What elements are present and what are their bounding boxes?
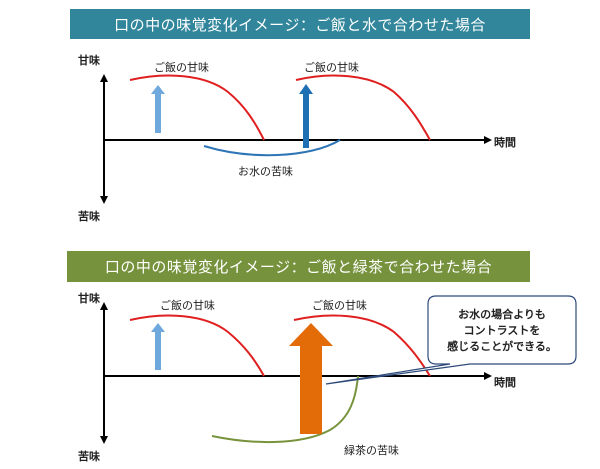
label-bitter-axis: 苦味 <box>78 209 100 223</box>
label-bitter-axis-2: 苦味 <box>78 449 100 463</box>
sweet-curve-3 <box>129 314 265 377</box>
label-sweet-2: ご飯の甘味 <box>304 60 359 74</box>
sweet-arrow-light <box>151 85 165 133</box>
bitter-curve-tea <box>211 375 359 444</box>
label-bitter-water: お水の苦味 <box>238 165 293 178</box>
label-sweet-axis-2: 甘味 <box>78 291 100 305</box>
sweet-curve-1 <box>129 74 265 141</box>
panel-water: 甘味 苦味 時間 ご飯の甘味 ご飯の甘味 お水の苦味 <box>78 53 516 223</box>
banner-water: 口の中の味覚変化イメージ：ご飯と水で合わせた場合 <box>70 9 530 39</box>
label-sweet-4: ご飯の甘味 <box>312 298 367 312</box>
callout-line-1: お水の場合よりも <box>458 307 546 321</box>
sweet-curve-2 <box>295 74 431 141</box>
sweet-curve-4 <box>293 314 431 377</box>
label-sweet-3: ご飯の甘味 <box>160 298 215 312</box>
panel-green-tea: 甘味 苦味 時間 ご飯の甘味 ご飯の甘味 緑茶の苦味 お水の場合よりも コントラ… <box>78 291 577 463</box>
callout-box <box>325 295 577 385</box>
label-time-axis: 時間 <box>494 135 516 149</box>
label-bitter-tea: 緑茶の苦味 <box>344 443 399 457</box>
bitter-curve-water <box>203 139 341 157</box>
label-sweet-axis: 甘味 <box>78 53 100 67</box>
label-sweet-1: ご飯の甘味 <box>154 60 209 74</box>
banner-green-tea: 口の中の味覚変化イメージ：ご飯と緑茶で合わせた場合 <box>67 251 530 282</box>
sweet-arrow-big <box>289 323 333 434</box>
sweet-arrow-light-2 <box>151 323 165 370</box>
sweet-arrow-dark <box>299 84 313 148</box>
label-time-axis-2: 時間 <box>494 375 516 389</box>
callout-line-3: 感じることができる。 <box>447 339 557 353</box>
callout-line-2: コントラストを <box>464 324 541 337</box>
